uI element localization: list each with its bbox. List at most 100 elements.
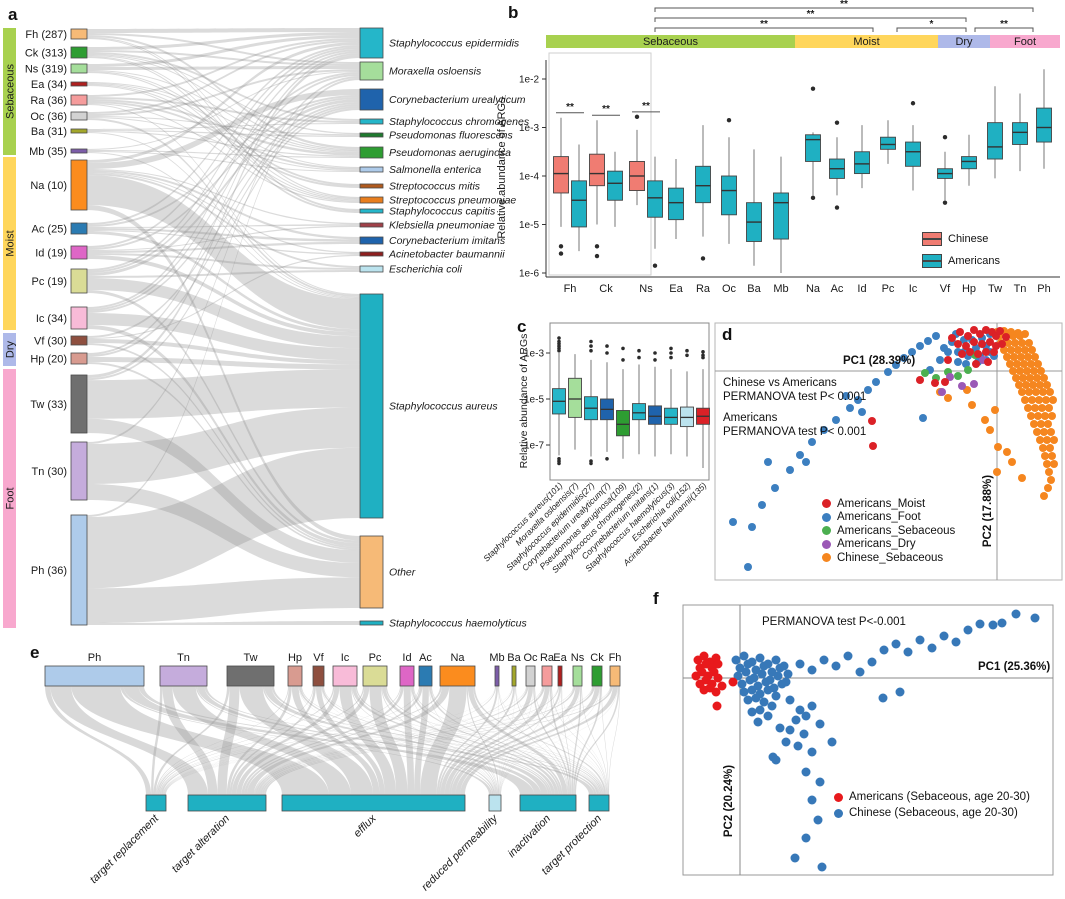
sankey-ribbon [351,686,497,795]
sankey-ribbon [87,47,360,248]
box [880,136,896,150]
sankey-ribbon [533,686,570,795]
sankey-ribbon [601,686,609,795]
box [664,407,678,425]
sankey-ribbon [120,686,493,795]
data-point [773,671,783,681]
box [668,187,684,221]
f-frame [682,604,1054,876]
sankey-ribbon [428,686,499,795]
sankey-node-Na [70,159,88,211]
data-point [991,406,999,414]
data-point [963,625,973,635]
legend-dot [822,526,831,536]
e-site-label: Hp [288,652,302,664]
sankey-ribbon [138,686,595,795]
outlier-dot [942,135,948,140]
species-label: Staphylococcus aureus [389,401,498,413]
data-point [815,777,825,787]
data-point [1015,381,1023,389]
sankey-ribbon [87,170,360,240]
data-point [786,466,794,474]
data-point [771,691,781,701]
sankey-ribbon [255,686,529,795]
sankey-ribbon [151,686,163,795]
panel-label-c: c [517,317,527,336]
sankey-ribbon [355,686,602,795]
sankey-ribbon [254,686,514,795]
data-point [1018,474,1026,482]
sankey-ribbon [466,686,500,795]
sankey-ribbon [87,84,360,188]
f-series-Chinese (Sebaceous, age 20-30) [731,609,1040,872]
e-mechanism-label: target alteration [170,813,233,876]
sankey-node-Ac [70,222,88,235]
data-point [864,386,872,394]
data-point [976,330,984,338]
sankey-ribbon [87,172,360,254]
e-site-node-Tn [159,665,208,687]
sankey-ribbon [226,686,292,795]
data-point [1033,374,1041,382]
pair-sig-stars: ** [642,101,650,112]
sankey-node-epid [359,27,384,59]
sankey-ribbon [195,686,494,795]
sankey-ribbon [87,70,360,152]
data-point [1030,420,1038,428]
data-point [986,426,994,434]
data-point [932,332,940,340]
e-site-label: Ph [88,652,101,664]
legend-dot [822,512,831,522]
data-point [951,637,961,647]
sankey-ribbon [429,686,563,795]
e-site-label: Tn [177,652,190,664]
sankey-node-imit [359,236,384,245]
data-point [731,655,741,665]
sankey-ribbon [87,32,360,50]
sankey-node-label: Tn (30) [32,466,67,478]
panel-label-f: f [653,589,659,608]
data-point [763,685,773,695]
outlier-dot [621,358,625,362]
data-point [1018,339,1026,347]
data-point [1018,388,1026,396]
data-point [1003,448,1011,456]
box [695,165,711,204]
data-point [777,679,787,689]
sankey-ribbon [87,253,360,270]
legend-item: Chinese_Sebaceous [822,551,955,565]
sankey-ribbon [260,686,576,795]
sankey-ribbon [87,484,360,578]
data-point [1048,452,1056,460]
sankey-ribbon [262,686,495,795]
data-point [1035,396,1043,404]
species-label: Staphylococcus chromogenes [389,116,530,128]
sankey-ribbon [87,35,360,150]
data-point [747,707,757,717]
data-point [1023,367,1031,375]
sankey-ribbon [420,686,467,795]
e-site-node-Ba [511,665,517,687]
data-point [733,671,743,681]
data-point [1024,404,1032,412]
data-point [747,685,757,695]
data-point [1039,388,1047,396]
data-point [1032,388,1040,396]
significance-bracket [896,27,967,32]
data-point [1016,367,1024,375]
data-point [916,376,924,384]
data-point [1021,396,1029,404]
data-point [751,693,761,703]
sankey-ribbon [87,72,360,201]
sankey-node-label: Pc (19) [32,276,67,288]
data-point [903,647,913,657]
data-point [748,523,756,531]
data-point [858,408,866,416]
sankey-ribbon [264,686,613,795]
data-point [939,631,949,641]
data-point [984,358,992,366]
species-label: Corynebacterium urealyticum [389,94,526,106]
data-point [1047,428,1055,436]
sankey-ribbon [239,686,373,795]
